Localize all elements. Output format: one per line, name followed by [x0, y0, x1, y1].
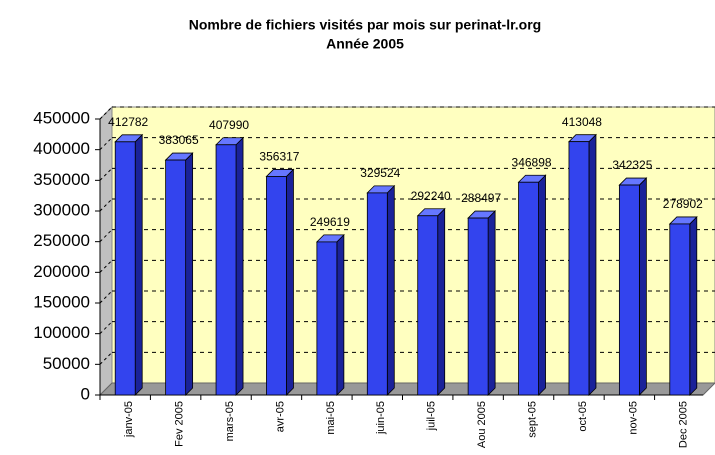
x-tick-label: Dec 2005 [678, 401, 690, 448]
bar [417, 215, 439, 396]
value-label: 356317 [259, 150, 299, 164]
side-wall [99, 105, 113, 397]
x-tick-label: oct-05 [577, 401, 589, 432]
value-label: 249619 [310, 215, 350, 229]
bar [669, 223, 691, 396]
value-label: 346898 [512, 155, 552, 169]
bar-side [638, 177, 647, 396]
x-tick-label: nov-05 [627, 401, 639, 435]
bar [467, 217, 489, 396]
value-label: 342325 [612, 158, 652, 172]
bar-side [437, 207, 446, 396]
grid-line [99, 229, 113, 243]
grid-line [99, 259, 113, 273]
y-tick-label: 0 [81, 384, 90, 403]
x-tick-label: avr-05 [274, 401, 286, 432]
x-tick-label: mai-05 [325, 401, 337, 435]
bar [114, 141, 136, 396]
bar [266, 176, 287, 396]
y-tick-label: 150000 [33, 292, 90, 311]
y-tick-label: 300000 [33, 200, 90, 219]
bar [215, 144, 237, 396]
chart-subtitle: Année 2005 [326, 36, 404, 52]
grid-line [99, 351, 113, 365]
y-tick-label: 200000 [33, 262, 90, 281]
value-label: 407990 [209, 118, 249, 132]
grid-line [99, 321, 113, 335]
value-label: 383065 [159, 133, 199, 147]
y-tick-label: 250000 [33, 231, 90, 250]
bar-side [538, 174, 546, 396]
x-tick-label: janv-05 [123, 401, 135, 438]
bar [165, 159, 187, 396]
value-label: 329524 [360, 166, 400, 180]
bar [568, 141, 590, 396]
y-tick-label: 100000 [33, 323, 90, 342]
x-tick-label: juin-05 [375, 401, 387, 435]
value-label: 292240 [411, 189, 451, 203]
value-label: 278902 [663, 197, 703, 211]
chart-title: Nombre de fichiers visités par mois sur … [189, 17, 541, 33]
x-tick-label: Aou 2005 [476, 401, 488, 448]
value-label: 412782 [108, 115, 148, 129]
x-tick-label: sept-05 [526, 401, 538, 438]
x-tick-label: juil-05 [426, 401, 438, 431]
grid-line [99, 106, 113, 120]
value-label: 413048 [562, 115, 602, 129]
grid-line [99, 198, 113, 212]
x-tick-label: mars-05 [224, 401, 236, 441]
bar-side [689, 215, 698, 396]
grid-line [99, 137, 113, 151]
bar-side [286, 168, 294, 396]
y-tick-label: 50000 [43, 354, 90, 373]
bar-side [134, 133, 143, 396]
bar [316, 241, 338, 396]
grid-line [99, 167, 113, 181]
bar [518, 181, 539, 396]
bar-side [336, 233, 345, 396]
y-tick-label: 400000 [33, 139, 90, 158]
bar [618, 184, 640, 396]
grid-line [99, 290, 113, 304]
value-label: 288497 [461, 191, 501, 205]
x-tick-label: Fev 2005 [174, 401, 186, 447]
bar-side [487, 210, 496, 396]
bar-side [386, 184, 395, 396]
y-tick-label: 450000 [33, 108, 90, 127]
bar [366, 192, 388, 396]
bar-side [588, 133, 597, 396]
bar-side [185, 152, 194, 396]
y-tick-label: 350000 [33, 170, 90, 189]
bar-side [235, 136, 244, 396]
